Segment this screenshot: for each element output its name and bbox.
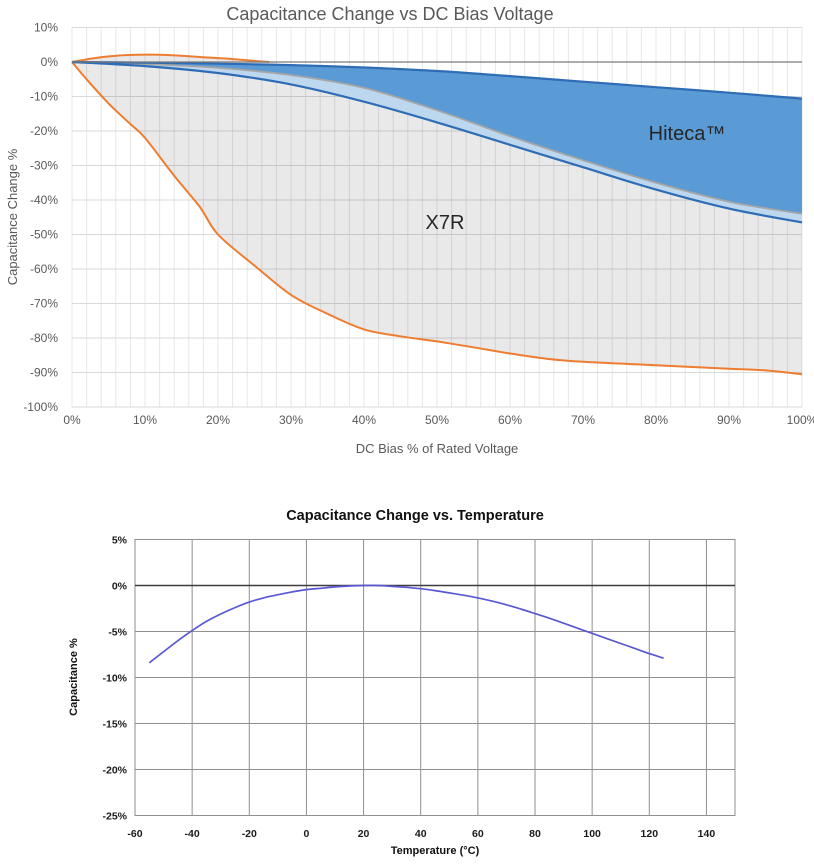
y-tick-label: -30% — [30, 159, 58, 173]
x-tick-label: 120 — [641, 828, 659, 840]
x-tick-label: 50% — [425, 413, 449, 427]
y-tick-label: -10% — [30, 90, 58, 104]
x-tick-label: -20 — [242, 828, 257, 840]
x-tick-label: 20% — [206, 413, 230, 427]
y-tick-label: -15% — [102, 719, 127, 731]
x-tick-label: 140 — [698, 828, 716, 840]
y-tick-label: 0% — [41, 55, 59, 69]
y-tick-label: -80% — [30, 331, 58, 345]
x-tick-label: 30% — [279, 413, 303, 427]
y-tick-label: -20% — [30, 124, 58, 138]
x-tick-label: -40 — [185, 828, 200, 840]
x-tick-label: 90% — [717, 413, 741, 427]
dc-bias-chart-plot: 10% 0% -10% -20% -30% -40% -50% -60% -70% -80% -90… — [23, 21, 814, 428]
y-tick-label: -25% — [102, 811, 127, 823]
temperature-chart-title: Capacitance Change vs. Temperature — [286, 508, 544, 524]
x-tick-label: 100 — [583, 828, 601, 840]
x-tick-label: 70% — [571, 413, 595, 427]
x-tick-label: 80% — [644, 413, 668, 427]
y-tick-label: -70% — [30, 297, 58, 311]
x-tick-label: 0% — [63, 413, 81, 427]
temperature-x-axis-title: Temperature (°C) — [390, 845, 480, 857]
y-tick-label: -5% — [108, 627, 127, 639]
x-tick-label: 20 — [358, 828, 370, 840]
y-tick-label: -100% — [23, 400, 58, 414]
y-tick-label: -50% — [30, 228, 58, 242]
x-tick-label: 10% — [133, 413, 157, 427]
x-tick-label: 40 — [415, 828, 427, 840]
x-tick-label: -60 — [127, 828, 142, 840]
y-tick-label: -60% — [30, 262, 58, 276]
x7r-area-label: X7R — [425, 212, 465, 234]
x-tick-label: 0 — [304, 828, 310, 840]
dc-bias-chart-title: Capacitance Change vs DC Bias Voltage — [226, 4, 554, 24]
x-tick-label: 40% — [352, 413, 376, 427]
x-tick-label: 60% — [498, 413, 522, 427]
hiteca-area-label: Hiteca™ — [648, 123, 726, 145]
y-tick-label: -20% — [102, 765, 127, 777]
y-tick-label: 0% — [112, 581, 128, 593]
x-tick-label: 80 — [529, 828, 541, 840]
temperature-y-axis-title: Capacitance % — [68, 638, 80, 716]
capacitance-temperature-curve — [148, 584, 664, 664]
dc-bias-x-axis-title: DC Bias % of Rated Voltage — [355, 441, 519, 456]
y-tick-label: -90% — [30, 366, 58, 380]
dc-bias-y-axis-title: Capacitance Change % — [5, 148, 20, 286]
x-tick-label: 100% — [787, 413, 814, 427]
y-tick-label: -10% — [102, 673, 127, 685]
y-tick-label: 10% — [34, 21, 58, 35]
x-tick-label: 60 — [472, 828, 484, 840]
temperature-chart-plot: 5% 0% -5% -10% -15% -20% -25%-60 -40 -20 0 20 40 60 8… — [102, 535, 736, 840]
y-tick-label: 5% — [112, 535, 128, 547]
y-tick-label: -40% — [30, 193, 58, 207]
